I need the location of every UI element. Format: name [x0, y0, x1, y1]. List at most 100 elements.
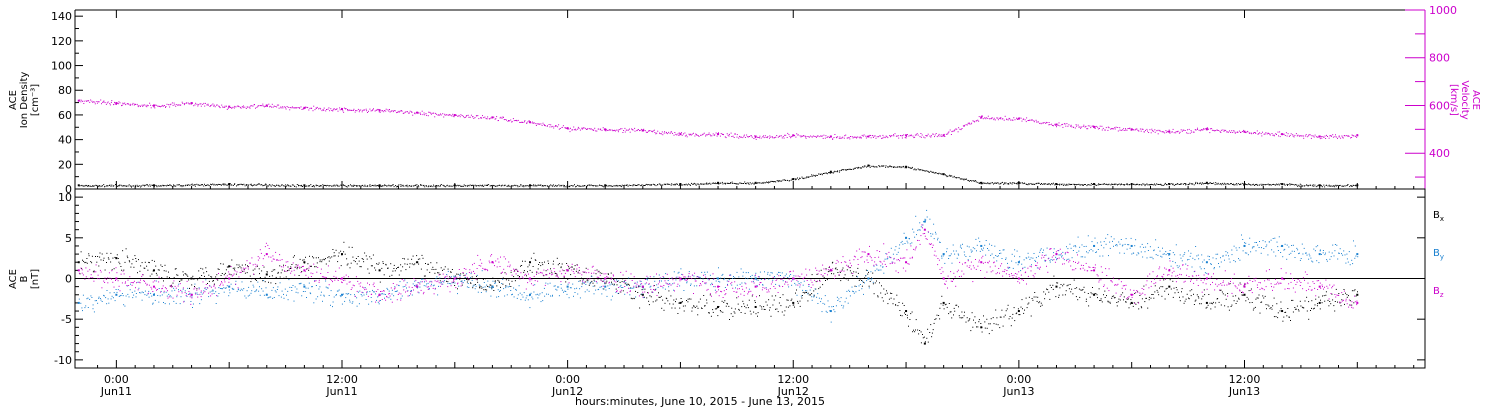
density-series-sample — [885, 165, 887, 167]
by-series-sample — [577, 293, 579, 295]
density-series-sample — [345, 186, 347, 187]
density-series-sample — [281, 185, 283, 187]
velocity-series-sample — [269, 105, 271, 107]
by-series-sample — [400, 297, 402, 299]
density-series-sample — [850, 169, 852, 170]
bx-series-sample — [906, 314, 908, 316]
velocity-series-point — [566, 127, 569, 130]
velocity-series-sample — [1177, 131, 1178, 133]
velocity-series-sample — [1205, 128, 1207, 129]
density-series-sample — [826, 173, 828, 175]
velocity-series-sample — [1070, 124, 1072, 126]
density-series-point — [905, 165, 908, 168]
bx-series-sample — [393, 264, 395, 266]
density-series-sample — [1136, 183, 1138, 185]
velocity-series-sample — [929, 135, 931, 137]
density-series-sample — [863, 165, 865, 167]
by-series-sample — [294, 286, 296, 288]
velocity-series-sample — [775, 136, 777, 138]
density-series-sample — [645, 184, 646, 186]
density-series-sample — [541, 185, 543, 187]
density-series-sample — [1250, 184, 1252, 186]
density-series-sample — [276, 184, 278, 186]
velocity-series-sample — [1208, 128, 1209, 130]
velocity-series-sample — [1222, 129, 1224, 131]
density-series-sample — [720, 182, 722, 184]
density-series-sample — [533, 184, 534, 186]
bx-series-sample — [240, 267, 242, 269]
bx-series-sample — [973, 319, 974, 321]
by-series-sample — [933, 223, 935, 225]
bx-series-sample — [1137, 301, 1139, 303]
velocity-series-sample — [1126, 129, 1128, 131]
velocity-series-sample — [246, 106, 248, 108]
by-series-sample — [592, 285, 594, 287]
bx-series-sample — [198, 270, 200, 272]
density-series-sample — [980, 183, 982, 185]
bx-series-sample — [738, 308, 740, 310]
density-series-sample — [1014, 183, 1016, 184]
density-series-sample — [190, 184, 192, 186]
velocity-series-sample — [224, 106, 226, 108]
density-series-sample — [685, 184, 687, 186]
density-series-sample — [745, 183, 746, 184]
density-series-sample — [974, 180, 976, 182]
density-axis-title-line: Ion Density — [19, 72, 30, 129]
by-series-sample — [142, 292, 144, 294]
by-series-sample — [849, 291, 851, 292]
bx-series-sample — [300, 266, 302, 268]
velocity-series-sample — [773, 137, 775, 139]
velocity-series-point — [378, 109, 381, 112]
density-series-sample — [202, 184, 203, 186]
velocity-series-sample — [193, 105, 195, 107]
bx-series-sample — [374, 267, 376, 269]
velocity-series-sample — [595, 130, 597, 132]
by-series-sample — [91, 297, 93, 298]
velocity-series-sample — [271, 106, 272, 108]
by-series-sample — [200, 291, 202, 293]
bx-series-sample — [1210, 308, 1212, 310]
by-series-sample — [292, 285, 294, 286]
by-series-sample — [708, 279, 710, 281]
density-series-sample — [310, 184, 312, 186]
by-series-sample — [341, 303, 343, 305]
density-series-sample — [602, 185, 604, 187]
velocity-series-sample — [1147, 130, 1148, 132]
density-series-sample — [820, 173, 822, 175]
bx-series-sample — [1182, 296, 1184, 298]
bx-series-sample — [1156, 289, 1158, 291]
density-series-sample — [838, 171, 840, 173]
bx-series-sample — [1141, 307, 1143, 309]
velocity-series-sample — [993, 117, 995, 119]
velocity-series-sample — [466, 115, 468, 116]
density-series-sample — [1147, 184, 1149, 186]
bx-series-sample — [310, 265, 311, 267]
bx-series-sample — [434, 272, 436, 274]
velocity-series-sample — [791, 135, 793, 137]
density-series-point — [1093, 183, 1096, 186]
bx-series-sample — [220, 263, 222, 265]
bx-series-sample — [118, 261, 120, 263]
density-series-sample — [778, 180, 780, 182]
bx-series-sample — [494, 281, 496, 283]
by-series-sample — [589, 283, 591, 285]
bx-series-sample — [457, 288, 458, 290]
density-series-sample — [279, 185, 281, 187]
bx-series-sample — [404, 258, 405, 260]
bx-series-sample — [556, 274, 558, 276]
velocity-series-sample — [457, 115, 459, 117]
density-series-sample — [356, 185, 357, 187]
by-series-point — [1168, 253, 1171, 256]
density-series-sample — [905, 167, 907, 169]
by-series-sample — [474, 288, 476, 290]
velocity-series-sample — [1004, 115, 1006, 117]
by-series-sample — [764, 271, 765, 273]
density-series-sample — [467, 185, 468, 187]
bx-series-sample — [624, 283, 626, 285]
bx-series-sample — [694, 307, 696, 308]
bx-series-sample — [639, 307, 641, 309]
density-series-sample — [189, 184, 191, 186]
velocity-series-sample — [1351, 137, 1353, 138]
velocity-series-sample — [267, 105, 268, 107]
velocity-series-sample — [1187, 132, 1189, 134]
